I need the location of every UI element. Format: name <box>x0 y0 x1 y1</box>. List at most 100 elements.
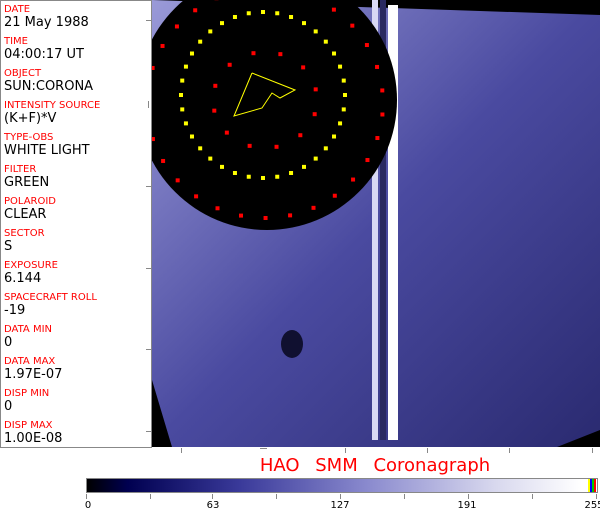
field-value: 0 <box>4 399 13 414</box>
field-value: -19 <box>4 303 26 318</box>
overlay-yellow-dot <box>338 121 343 126</box>
grid-overlay <box>152 0 385 220</box>
field-label: DATA MAX <box>4 356 56 367</box>
overlay-yellow-dot <box>338 64 343 69</box>
overlay-red-dot <box>365 158 370 163</box>
coronagraph-svg <box>152 0 600 447</box>
field-date: DATE 21 May 1988 <box>4 4 89 30</box>
overlay-red-dot <box>239 213 244 218</box>
field-value: WHITE LIGHT <box>4 143 90 158</box>
field-object: OBJECT SUN:CORONA <box>4 68 93 94</box>
overlay-red-dot <box>152 65 155 70</box>
field-value: 21 May 1988 <box>4 15 89 30</box>
field-value: 0 <box>4 335 13 350</box>
overlay-red-dot <box>161 158 166 163</box>
axis-tick <box>345 448 346 453</box>
occulter-disk <box>152 0 397 230</box>
field-value: GREEN <box>4 175 50 190</box>
overlay-red-dot <box>193 8 198 13</box>
overlay-yellow-dot <box>208 156 213 161</box>
field-label: DISP MIN <box>4 388 50 399</box>
overlay-yellow-dot <box>302 164 306 169</box>
overlay-red-dot <box>364 43 369 48</box>
overlay-yellow-dot <box>232 15 237 20</box>
pointer-overlay <box>233 72 297 117</box>
overlay-red-dot <box>174 24 179 29</box>
overlay-red-dot <box>375 136 380 141</box>
pylon-stripe <box>372 0 378 440</box>
overlay-red-dot <box>288 213 293 218</box>
colorbar-marker-red <box>594 479 596 492</box>
overlay-red-dot <box>332 193 337 198</box>
overlay-yellow-dot <box>261 176 265 180</box>
field-value: 1.00E-08 <box>4 431 63 446</box>
field-label: TYPE-OBS <box>4 132 54 143</box>
field-value: (K+F)*V <box>4 111 57 126</box>
overlay-yellow-dot <box>183 64 188 69</box>
axis-tick <box>146 268 151 269</box>
field-label: POLAROID <box>4 196 57 207</box>
colorbar-tick-label: 255 <box>584 500 600 511</box>
overlay-red-dot <box>251 51 256 56</box>
overlay-yellow-dot <box>341 107 346 112</box>
overlay-red-dot <box>247 143 252 148</box>
overlay-red-dot <box>175 178 180 183</box>
overlay-red-dot <box>351 177 356 182</box>
dark-spot <box>281 330 303 358</box>
field-disp-min: DISP MIN 0 <box>4 388 49 414</box>
overlay-yellow-dot <box>261 10 265 14</box>
overlay-red-dot <box>194 194 199 199</box>
colorbar-tick <box>468 494 469 499</box>
overlay-yellow-dot <box>289 15 294 20</box>
field-label: TIME <box>4 36 29 47</box>
overlay-yellow-dot <box>189 51 194 56</box>
overlay-yellow-dot <box>189 134 194 139</box>
colorbar-tick-label: 63 <box>206 500 220 511</box>
overlay-red-dot <box>380 112 385 117</box>
overlay-red-dot <box>380 88 385 93</box>
overlay-red-dot <box>331 7 336 12</box>
axis-tick <box>146 431 151 432</box>
overlay-red-dot <box>301 65 306 70</box>
overlay-yellow-dot <box>313 156 318 161</box>
overlay-red-dot <box>215 206 220 211</box>
field-label: DATE <box>4 4 31 15</box>
overlay-red-dot <box>298 133 303 138</box>
overlay-yellow-dot <box>220 164 224 169</box>
colorbar-tick <box>596 494 597 499</box>
field-value: CLEAR <box>4 207 47 222</box>
overlay-red-dot <box>278 52 283 57</box>
field-label: FILTER <box>4 164 37 175</box>
axis-tick <box>146 20 151 21</box>
field-label: DISP MAX <box>4 420 53 431</box>
field-intensity-source: INTENSITY SOURCE (K+F)*V <box>4 100 100 126</box>
field-label: EXPOSURE <box>4 260 59 271</box>
field-value: SUN:CORONA <box>4 79 94 94</box>
overlay-yellow-dot <box>323 39 328 44</box>
colorbar-tick <box>404 494 405 499</box>
overlay-yellow-dot <box>341 78 346 83</box>
colorbar-marker-yellow <box>588 479 590 492</box>
overlay-red-dot <box>311 205 316 210</box>
overlay-yellow-dot <box>198 39 203 44</box>
overlay-yellow-dot <box>208 29 213 34</box>
overlay-yellow-dot <box>232 170 237 175</box>
colorbar-tick-label: 127 <box>330 500 350 511</box>
colorbar-tick <box>276 494 277 499</box>
overlay-yellow-dot <box>332 134 337 139</box>
colorbar-tick <box>532 494 533 499</box>
field-data-min: DATA MIN 0 <box>4 324 52 350</box>
overlay-yellow-dot <box>198 146 203 151</box>
overlay-yellow-dot <box>275 174 280 179</box>
overlay-yellow-dot <box>332 51 337 56</box>
field-label: SECTOR <box>4 228 45 239</box>
axis-tick <box>592 448 593 453</box>
header-info-panel: DATE 21 May 1988 TIME 04:00:17 UT OBJECT SUN:… <box>0 0 152 448</box>
field-label: OBJECT <box>4 68 42 79</box>
overlay-yellow-dot <box>323 146 328 151</box>
field-value: 04:00:17 UT <box>4 47 84 62</box>
overlay-red-dot <box>227 62 232 67</box>
pylon-stripe-bright <box>388 5 398 440</box>
colorbar-tick <box>340 494 341 499</box>
field-exposure: EXPOSURE 6.144 <box>4 260 58 286</box>
